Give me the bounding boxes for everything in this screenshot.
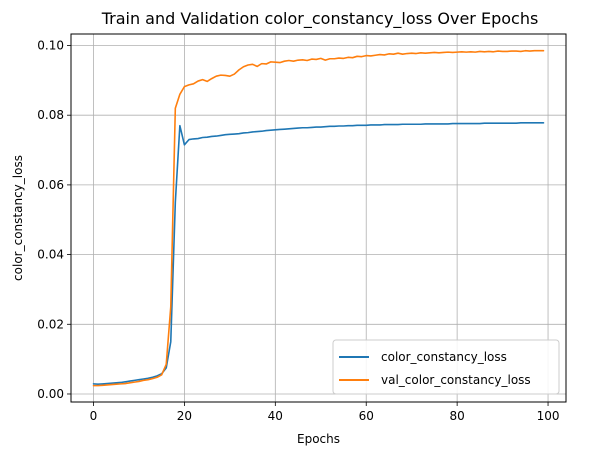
y-tick-label: 0.00 (37, 387, 64, 401)
x-tick-label: 60 (359, 409, 374, 423)
y-tick-label: 0.08 (37, 108, 64, 122)
x-axis-label: Epochs (297, 432, 340, 446)
series-line-val (92, 49, 545, 387)
y-axis: 0.00 0.02 0.04 0.06 0.08 0.10 (37, 39, 71, 401)
x-tick-label: 40 (268, 409, 283, 423)
plot-frame (70, 33, 567, 403)
series-layer (92, 49, 545, 387)
x-tick-label: 80 (449, 409, 464, 423)
y-axis-label: color_constancy_loss (11, 155, 25, 281)
y-tick-label: 0.06 (37, 178, 64, 192)
grid (71, 34, 566, 402)
legend-box (332, 339, 560, 395)
legend-label-val: val_color_constancy_loss (381, 373, 531, 387)
y-tick-label: 0.04 (37, 248, 64, 262)
y-tick-label: 0.10 (37, 39, 64, 53)
x-tick-label: 0 (90, 409, 98, 423)
legend: color_constancy_loss val_color_constancy… (332, 339, 560, 395)
chart-title: Train and Validation color_constancy_los… (101, 9, 539, 29)
series-line-train (92, 122, 545, 386)
legend-label-train: color_constancy_loss (381, 350, 507, 364)
x-tick-label: 20 (177, 409, 192, 423)
y-tick-label: 0.02 (37, 317, 64, 331)
x-tick-label: 100 (537, 409, 560, 423)
x-axis: 0 20 40 60 80 100 (90, 402, 560, 423)
